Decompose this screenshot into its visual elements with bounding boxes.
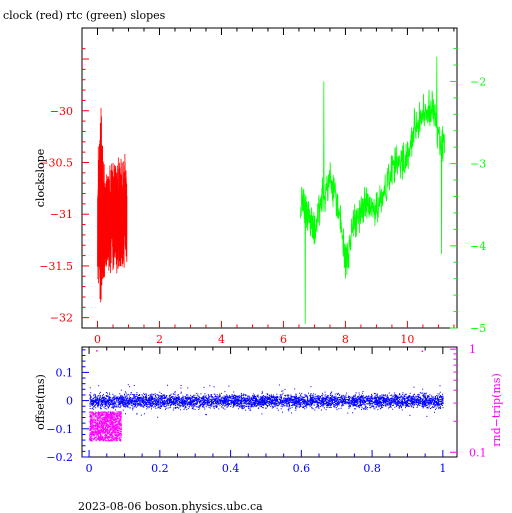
top-panel: 0 2 4 6 8 10 −32 −31.5 −31 −30.5 −30 −5 −4 −3 −2 clocks… [34, 27, 486, 346]
y-left-tick-label: −32 [50, 312, 73, 325]
y-left-tick-label: 0.1 [56, 366, 74, 379]
x-tick-label: 1 [439, 462, 446, 475]
y-left-tick-label: 0 [66, 395, 73, 408]
bottom-panel: 0 0.2 0.4 0.6 0.8 1 −0.2 −0.1 0 0.1 0.1 1 offset(ms)… [34, 343, 503, 475]
series-roundtrip-magenta [89, 411, 122, 442]
y-left-tick-label: −31.5 [39, 260, 73, 273]
y-right-tick-label: −4 [470, 240, 486, 253]
x-tick-label: 0.8 [363, 462, 381, 475]
y-left-tick-label: −31 [50, 208, 73, 221]
series-rtc-green [300, 56, 445, 324]
x-tick-label: 6 [280, 333, 287, 346]
y-left-tick-label: −0.1 [46, 423, 73, 436]
y-right-tick-label: 1 [469, 343, 476, 356]
x-tick-label: 0.2 [151, 462, 169, 475]
y-left-tick-label: −30 [50, 105, 73, 118]
y-left-tick-label: −30.5 [39, 156, 73, 169]
x-tick-label: 0 [86, 462, 93, 475]
x-tick-label: 0.6 [293, 462, 311, 475]
y-right-tick-label: −3 [470, 158, 486, 171]
x-tick-label: 0 [94, 333, 101, 346]
x-tick-label: 0.4 [222, 462, 240, 475]
x-tick-label: 4 [218, 333, 225, 346]
roundtrip-outlier [421, 350, 424, 353]
x-tick-label: 10 [400, 333, 414, 346]
roundtrip-outlier [96, 350, 98, 352]
x-tick-label: 8 [342, 333, 349, 346]
y-right-tick-label: −2 [470, 75, 486, 88]
bottom-plot-frame [81, 346, 458, 458]
chart-title: clock (red) rtc (green) slopes [3, 9, 166, 22]
y-axis-label-left: offset(ms) [34, 374, 47, 430]
y-axis-label: clockslope [34, 149, 47, 207]
footer-text: 2023-08-06 boson.physics.ubc.ca [78, 500, 263, 513]
series-offset-blue [89, 384, 444, 418]
series-clock-red [97, 107, 128, 303]
top-plot-frame [81, 27, 458, 329]
y-left-tick-label: −0.2 [46, 451, 73, 464]
x-tick-label: 2 [156, 333, 163, 346]
y-right-tick-label: −5 [470, 322, 486, 335]
y-axis-label-right: rnd−trip(ms) [490, 373, 503, 447]
y-right-tick-label: 0.1 [469, 446, 487, 459]
